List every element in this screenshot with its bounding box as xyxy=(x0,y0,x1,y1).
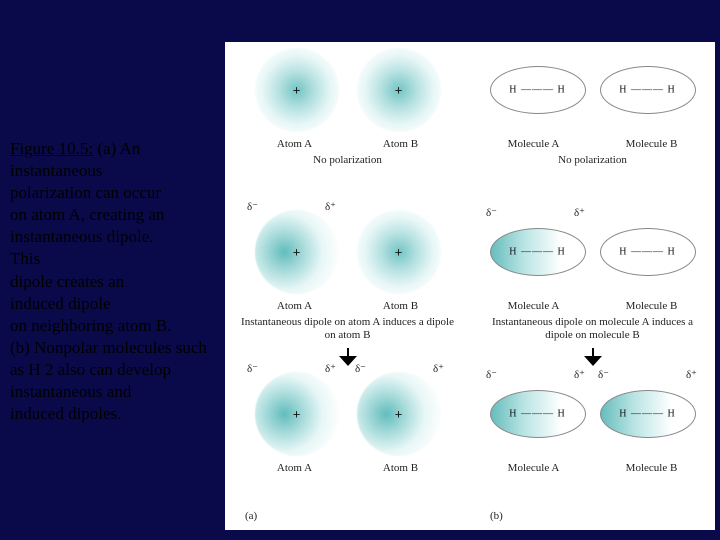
nucleus-icon: + xyxy=(293,83,301,98)
label-mol-a: Molecule A xyxy=(486,462,582,474)
a-row2-labels: Atom A Atom B xyxy=(225,300,470,312)
arrow-down-icon xyxy=(339,348,357,366)
a-row1-subcap: No polarization xyxy=(225,154,470,167)
atom-a-cloud: + xyxy=(255,48,339,132)
caption-l1b: (a) An xyxy=(93,139,140,158)
b-row1: H ——— H H ——— H Molecule A Molecule B No… xyxy=(470,42,715,192)
label-mol-a: Molecule A xyxy=(486,138,582,150)
figure-panel: + + Atom A Atom B No polarization δ⁻ δ⁺ … xyxy=(225,42,715,530)
hh-bond: H ——— H xyxy=(619,85,675,96)
hh-bond: H ——— H xyxy=(509,85,565,96)
b-row2-subcap: Instantaneous dipole on molecule A induc… xyxy=(470,316,715,342)
b-row1-subcap: No polarization xyxy=(470,154,715,167)
caption-l8: induced dipole xyxy=(10,294,111,313)
b-row1-labels: Molecule A Molecule B xyxy=(470,138,715,150)
molecule-b-oval: H ——— H xyxy=(600,228,696,276)
label-mol-b: Molecule B xyxy=(604,462,700,474)
hh-bond: H ——— H xyxy=(619,247,675,258)
label-mol-a: Molecule A xyxy=(486,300,582,312)
caption-figref: Figure 10.5: xyxy=(10,139,93,158)
caption-l2: instantaneous xyxy=(10,161,103,180)
label-atom-a: Atom A xyxy=(253,462,337,474)
atom-b-cloud: + xyxy=(357,48,441,132)
nucleus-icon: + xyxy=(395,245,403,260)
hh-bond: H ——— H xyxy=(509,247,565,258)
label-mol-b: Molecule B xyxy=(604,138,700,150)
hh-bond: H ——— H xyxy=(619,409,675,420)
caption-l7: dipole creates an xyxy=(10,272,124,291)
b-row2: δ⁻ δ⁺ H ——— H H ——— H Molecule A Molecul… xyxy=(470,204,715,354)
caption-l10: (b) Nonpolar molecules such xyxy=(10,338,207,357)
nucleus-icon: + xyxy=(293,245,301,260)
nucleus-icon: + xyxy=(395,83,403,98)
figure-caption: Figure 10.5: (a) An instantaneous polari… xyxy=(10,138,220,425)
nucleus-icon: + xyxy=(395,407,403,422)
caption-l11: as H 2 also can develop xyxy=(10,360,171,379)
label-atom-b: Atom B xyxy=(359,300,443,312)
arrow-down-icon xyxy=(584,348,602,366)
atom-b-dipole: + xyxy=(357,372,441,456)
label-atom-b: Atom B xyxy=(359,462,443,474)
b-row3: δ⁻ δ⁺ δ⁻ δ⁺ H ——— H H ——— H Molecule A M… xyxy=(470,366,715,516)
label-atom-b: Atom B xyxy=(359,138,443,150)
molecule-a-dipole: H ——— H xyxy=(490,390,586,438)
a-row3-labels: Atom A Atom B xyxy=(225,462,470,474)
caption-l3: polarization can occur xyxy=(10,183,161,202)
caption-l12: instantaneous and xyxy=(10,382,131,401)
panel-a-label: (a) xyxy=(245,510,257,522)
molecule-a-dipole: H ——— H xyxy=(490,228,586,276)
molecule-b-oval: H ——— H xyxy=(600,66,696,114)
a-row2: δ⁻ δ⁺ + + Atom A Atom B Instantaneous di… xyxy=(225,204,470,354)
caption-l4: on atom A, creating an xyxy=(10,205,164,224)
label-atom-a: Atom A xyxy=(253,300,337,312)
label-mol-b: Molecule B xyxy=(604,300,700,312)
molecule-a-oval: H ——— H xyxy=(490,66,586,114)
panel-b-label: (b) xyxy=(490,510,503,522)
atom-b-cloud: + xyxy=(357,210,441,294)
b-row3-labels: Molecule A Molecule B xyxy=(470,462,715,474)
caption-l5: instantaneous dipole. xyxy=(10,227,154,246)
caption-l13: induced dipoles. xyxy=(10,404,121,423)
b-row2-labels: Molecule A Molecule B xyxy=(470,300,715,312)
column-a: + + Atom A Atom B No polarization δ⁻ δ⁺ … xyxy=(225,42,470,530)
a-row3: δ⁻ δ⁺ δ⁻ δ⁺ + + Atom A Atom B xyxy=(225,366,470,516)
caption-l9: on neighboring atom B. xyxy=(10,316,171,335)
nucleus-icon: + xyxy=(293,407,301,422)
a-row2-subcap: Instantaneous dipole on atom A induces a… xyxy=(225,316,470,342)
a-row1: + + Atom A Atom B No polarization xyxy=(225,42,470,192)
label-atom-a: Atom A xyxy=(253,138,337,150)
hh-bond: H ——— H xyxy=(509,409,565,420)
molecule-b-dipole: H ——— H xyxy=(600,390,696,438)
atom-a-dipole: + xyxy=(255,210,339,294)
caption-l6: This xyxy=(10,249,40,268)
column-b: H ——— H H ——— H Molecule A Molecule B No… xyxy=(470,42,715,530)
a-row1-labels: Atom A Atom B xyxy=(225,138,470,150)
atom-a-dipole: + xyxy=(255,372,339,456)
